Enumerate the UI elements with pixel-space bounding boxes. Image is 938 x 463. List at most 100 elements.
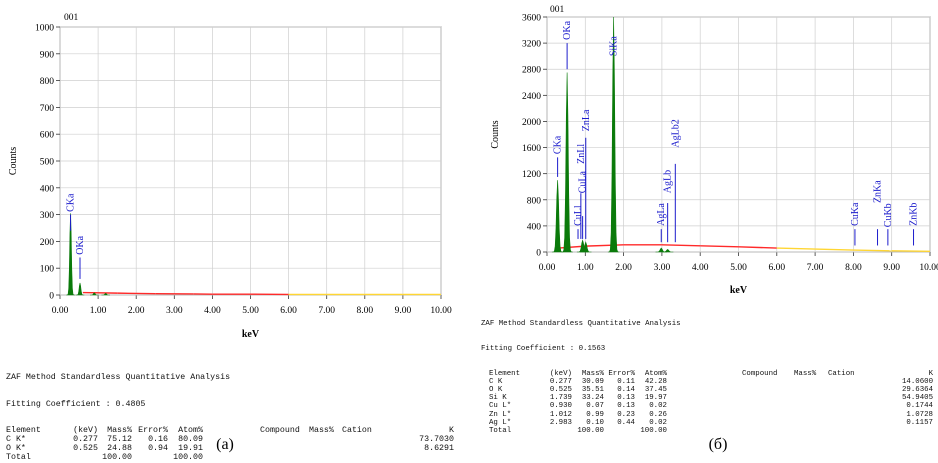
peak-label-cukb: CuKb: [883, 203, 894, 227]
table-cell: Total: [6, 454, 31, 463]
y-tick-label: 1000: [35, 24, 54, 34]
y-tick-label: 900: [40, 50, 55, 60]
table-row: O K 0.525 35.51 0.14 37.45 29.6364: [481, 386, 933, 394]
table-cell: 29.6364: [902, 386, 933, 394]
table-column-headers: Element (keV) Mass% Error% Atom% Compound Mass…: [481, 370, 933, 378]
x-tick-label: 6.00: [768, 263, 785, 273]
table-header: ZAF Method Standardless Quantitative Ana…: [481, 320, 933, 328]
table-cell: Cation: [828, 370, 855, 378]
table-cell: Cation: [342, 427, 372, 436]
table-cell: 37.45: [645, 386, 667, 394]
table-cell: 0.02: [649, 402, 667, 410]
x-tick-label: 10.00: [919, 263, 938, 273]
table-cell: Compound: [260, 427, 300, 436]
y-tick-label: 500: [40, 158, 55, 168]
peak-label-cula: CuLa: [578, 170, 589, 193]
peak-label-sika: SiKa: [609, 36, 620, 57]
x-tick-label: 7.00: [807, 263, 824, 273]
table-cell: 1.012: [550, 411, 572, 419]
table-cell: 0.11: [617, 378, 635, 386]
background-segment: [117, 293, 155, 294]
y-tick-label: 3200: [522, 40, 541, 50]
table-cell: Mass%: [794, 370, 816, 378]
y-tick-label: 2800: [522, 66, 541, 76]
peak-label-oka: OKa: [562, 20, 573, 39]
table-cell: 100.00: [102, 454, 132, 463]
background-segment: [853, 250, 891, 251]
x-tick-label: 0.00: [52, 306, 69, 316]
x-tick-label: 4.00: [692, 263, 709, 273]
table-cell: 1.0728: [906, 411, 933, 419]
table-cell: 100.00: [577, 427, 604, 435]
x-tick-label: 9.00: [395, 306, 412, 316]
caption-a: (a): [195, 436, 255, 454]
peak-label-cka: CKa: [553, 135, 564, 154]
table-cell: 0.13: [617, 394, 635, 402]
y-axis-title: Counts: [8, 147, 19, 175]
table-cell: 0.99: [586, 411, 604, 419]
y-tick-label: 600: [40, 131, 55, 141]
y-tick-label: 2400: [522, 92, 541, 102]
table-cell: 0.930: [550, 402, 572, 410]
table-cell: 8.6291: [424, 445, 454, 454]
table-cell: 0.44: [617, 419, 635, 427]
background-segment: [83, 293, 117, 294]
table-cell: 42.28: [645, 378, 667, 386]
table-cell: (keV): [550, 370, 572, 378]
fitting-coefficient: Fitting Coefficient : 0.1563: [481, 345, 933, 353]
peak-label-agla: AgLa: [656, 203, 667, 226]
table-cell: 33.24: [582, 394, 604, 402]
table-cell: Mass%: [582, 370, 604, 378]
table-cell: Compound: [742, 370, 777, 378]
table-cell: Atom%: [645, 370, 667, 378]
x-tick-label: 1.00: [577, 263, 594, 273]
table-header: ZAF Method Standardless Quantitative Ana…: [6, 374, 454, 383]
table-cell: 19.97: [645, 394, 667, 402]
peak-label-cka: CKa: [66, 193, 77, 212]
background-segment: [662, 245, 700, 246]
x-tick-label: 9.00: [883, 263, 900, 273]
x-tick-label: 3.00: [654, 263, 671, 273]
peak-label-cuka: CuKa: [850, 202, 861, 226]
table-cell: 0.277: [550, 378, 572, 386]
x-tick-label: 4.00: [204, 306, 221, 316]
x-tick-label: 3.00: [166, 306, 183, 316]
table-cell: 30.09: [582, 378, 604, 386]
x-tick-label: 7.00: [318, 306, 335, 316]
x-tick-label: 1.00: [90, 306, 107, 316]
table-cell: 54.9405: [902, 394, 933, 402]
table-cell: 1.739: [550, 394, 572, 402]
y-tick-label: 3600: [522, 14, 541, 24]
x-tick-label: 0.00: [539, 263, 556, 273]
table-cell: 0.14: [617, 386, 635, 394]
table-cell: 0.525: [550, 386, 572, 394]
table-cell: 2.983: [550, 419, 572, 427]
x-tick-label: 8.00: [356, 306, 373, 316]
y-tick-label: 800: [527, 196, 542, 206]
peak-label-znkb: ZnKb: [909, 203, 920, 226]
table-cell: Zn L*: [489, 411, 511, 419]
quant-table-b: ZAF Method Standardless Quantitative Ana…: [481, 304, 933, 435]
table-cell: 0.07: [586, 402, 604, 410]
table-cell: Si K: [489, 394, 507, 402]
table-cell: K: [929, 370, 933, 378]
table-cell: 0.525: [73, 445, 98, 454]
table-cell: 0.10: [586, 419, 604, 427]
table-cell: 35.51: [582, 386, 604, 394]
peak-label-aglb2: AgLb2: [670, 119, 681, 147]
table-cell: 100.00: [640, 427, 667, 435]
y-tick-label: 700: [40, 104, 55, 114]
x-tick-label: 8.00: [845, 263, 862, 273]
table-cell: O K: [489, 386, 502, 394]
y-tick-label: 400: [527, 222, 542, 232]
table-cell: Error%: [608, 370, 635, 378]
table-cell: 0.23: [617, 411, 635, 419]
table-cell: Element: [489, 370, 520, 378]
background-segment: [777, 248, 815, 249]
